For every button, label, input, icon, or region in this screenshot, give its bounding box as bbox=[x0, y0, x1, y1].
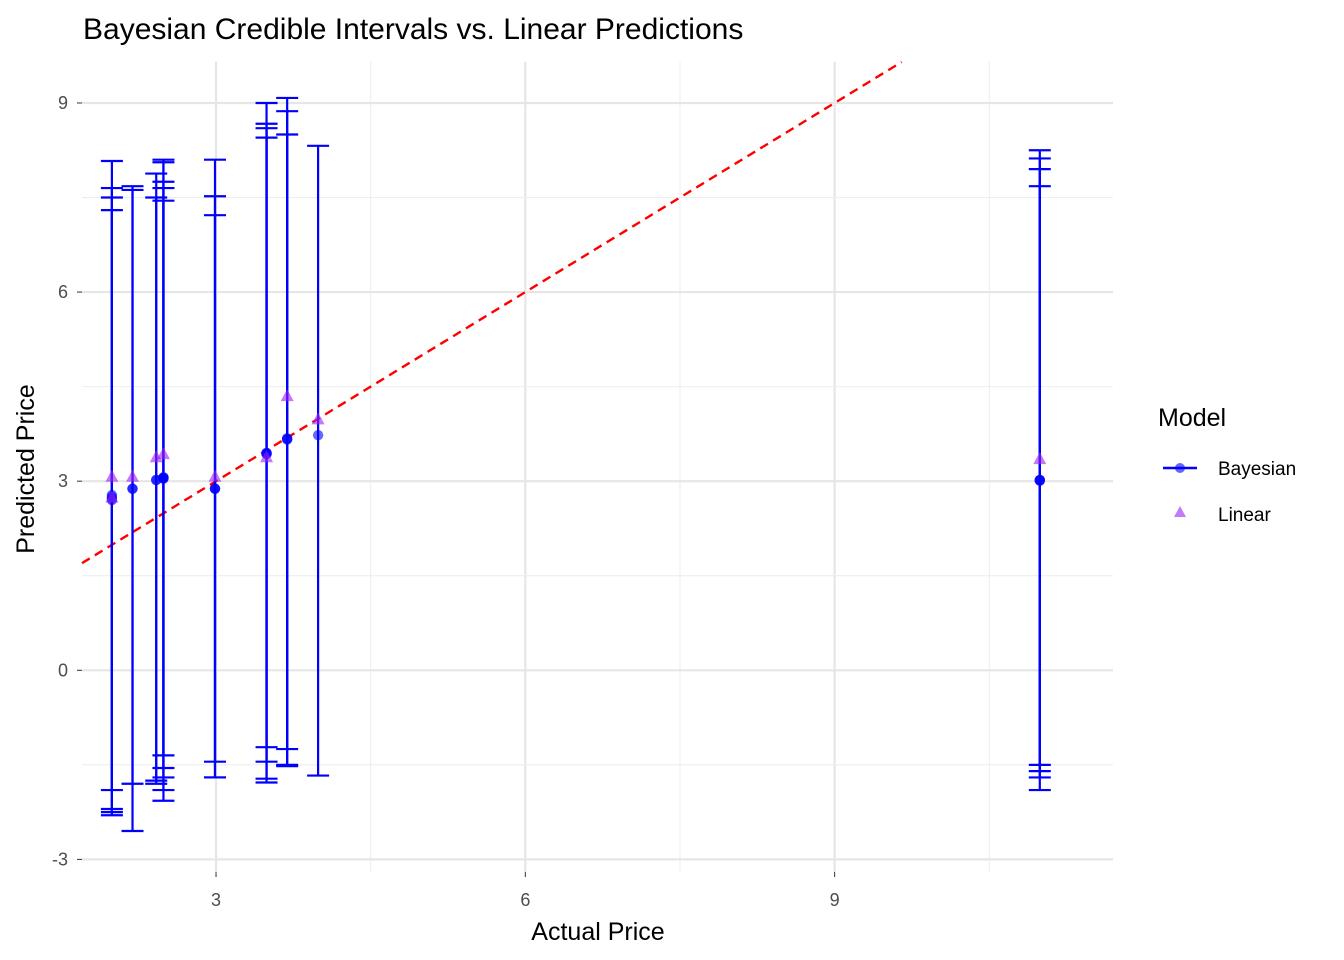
legend-entry-bayesian: Bayesian bbox=[1163, 459, 1296, 480]
linear-point bbox=[311, 412, 325, 425]
linear-point bbox=[1033, 452, 1047, 465]
chart-title: Bayesian Credible Intervals vs. Linear P… bbox=[83, 13, 743, 46]
legend-bayesian-marker bbox=[1175, 463, 1185, 473]
reference-line-group bbox=[81, 60, 903, 565]
y-tick-label: 6 bbox=[58, 282, 68, 302]
x-tick-label: 9 bbox=[830, 890, 840, 910]
linear-point bbox=[156, 447, 170, 460]
legend-title: Model bbox=[1158, 404, 1226, 432]
linear-point bbox=[149, 450, 163, 463]
x-axis-title: Actual Price bbox=[531, 918, 664, 946]
legend-linear-marker bbox=[1174, 506, 1186, 517]
linear-point bbox=[208, 469, 222, 482]
linear-point bbox=[105, 469, 119, 482]
linear-point bbox=[260, 450, 274, 463]
linear-point bbox=[126, 469, 140, 482]
x-axis-ticks: 3 6 9 bbox=[211, 872, 840, 910]
error-bar bbox=[307, 144, 330, 777]
data-points bbox=[105, 389, 1047, 506]
error-bar bbox=[276, 133, 299, 768]
x-tick-label: 6 bbox=[520, 890, 530, 910]
bayesian-point bbox=[1034, 474, 1045, 486]
plot-grid bbox=[82, 62, 1113, 872]
bayesian-point bbox=[209, 483, 221, 494]
x-tick-label: 3 bbox=[211, 890, 221, 910]
y-tick-label: 3 bbox=[58, 471, 68, 491]
y-tick-label: 9 bbox=[58, 93, 68, 113]
y-tick-label: 0 bbox=[58, 660, 68, 680]
linear-point bbox=[105, 490, 119, 503]
legend-label-linear: Linear bbox=[1218, 505, 1271, 526]
reference-line bbox=[81, 60, 903, 565]
bayesian-point bbox=[312, 429, 324, 441]
error-bar bbox=[255, 136, 278, 749]
bayesian-point bbox=[281, 434, 293, 445]
y-tick-label: -3 bbox=[52, 849, 68, 869]
bayesian-point bbox=[158, 472, 169, 483]
bayesian-point bbox=[127, 483, 138, 494]
y-axis-title: Predicted Price bbox=[12, 384, 40, 554]
y-axis-ticks: -3 0 3 6 9 bbox=[52, 93, 82, 869]
legend-entry-linear: Linear bbox=[1174, 505, 1271, 526]
linear-point bbox=[280, 389, 294, 402]
legend: Model Bayesian Linear bbox=[1158, 404, 1296, 526]
error-bar bbox=[203, 214, 226, 779]
bayesian-error-bars bbox=[100, 96, 1051, 833]
legend-label-bayesian: Bayesian bbox=[1218, 459, 1296, 480]
